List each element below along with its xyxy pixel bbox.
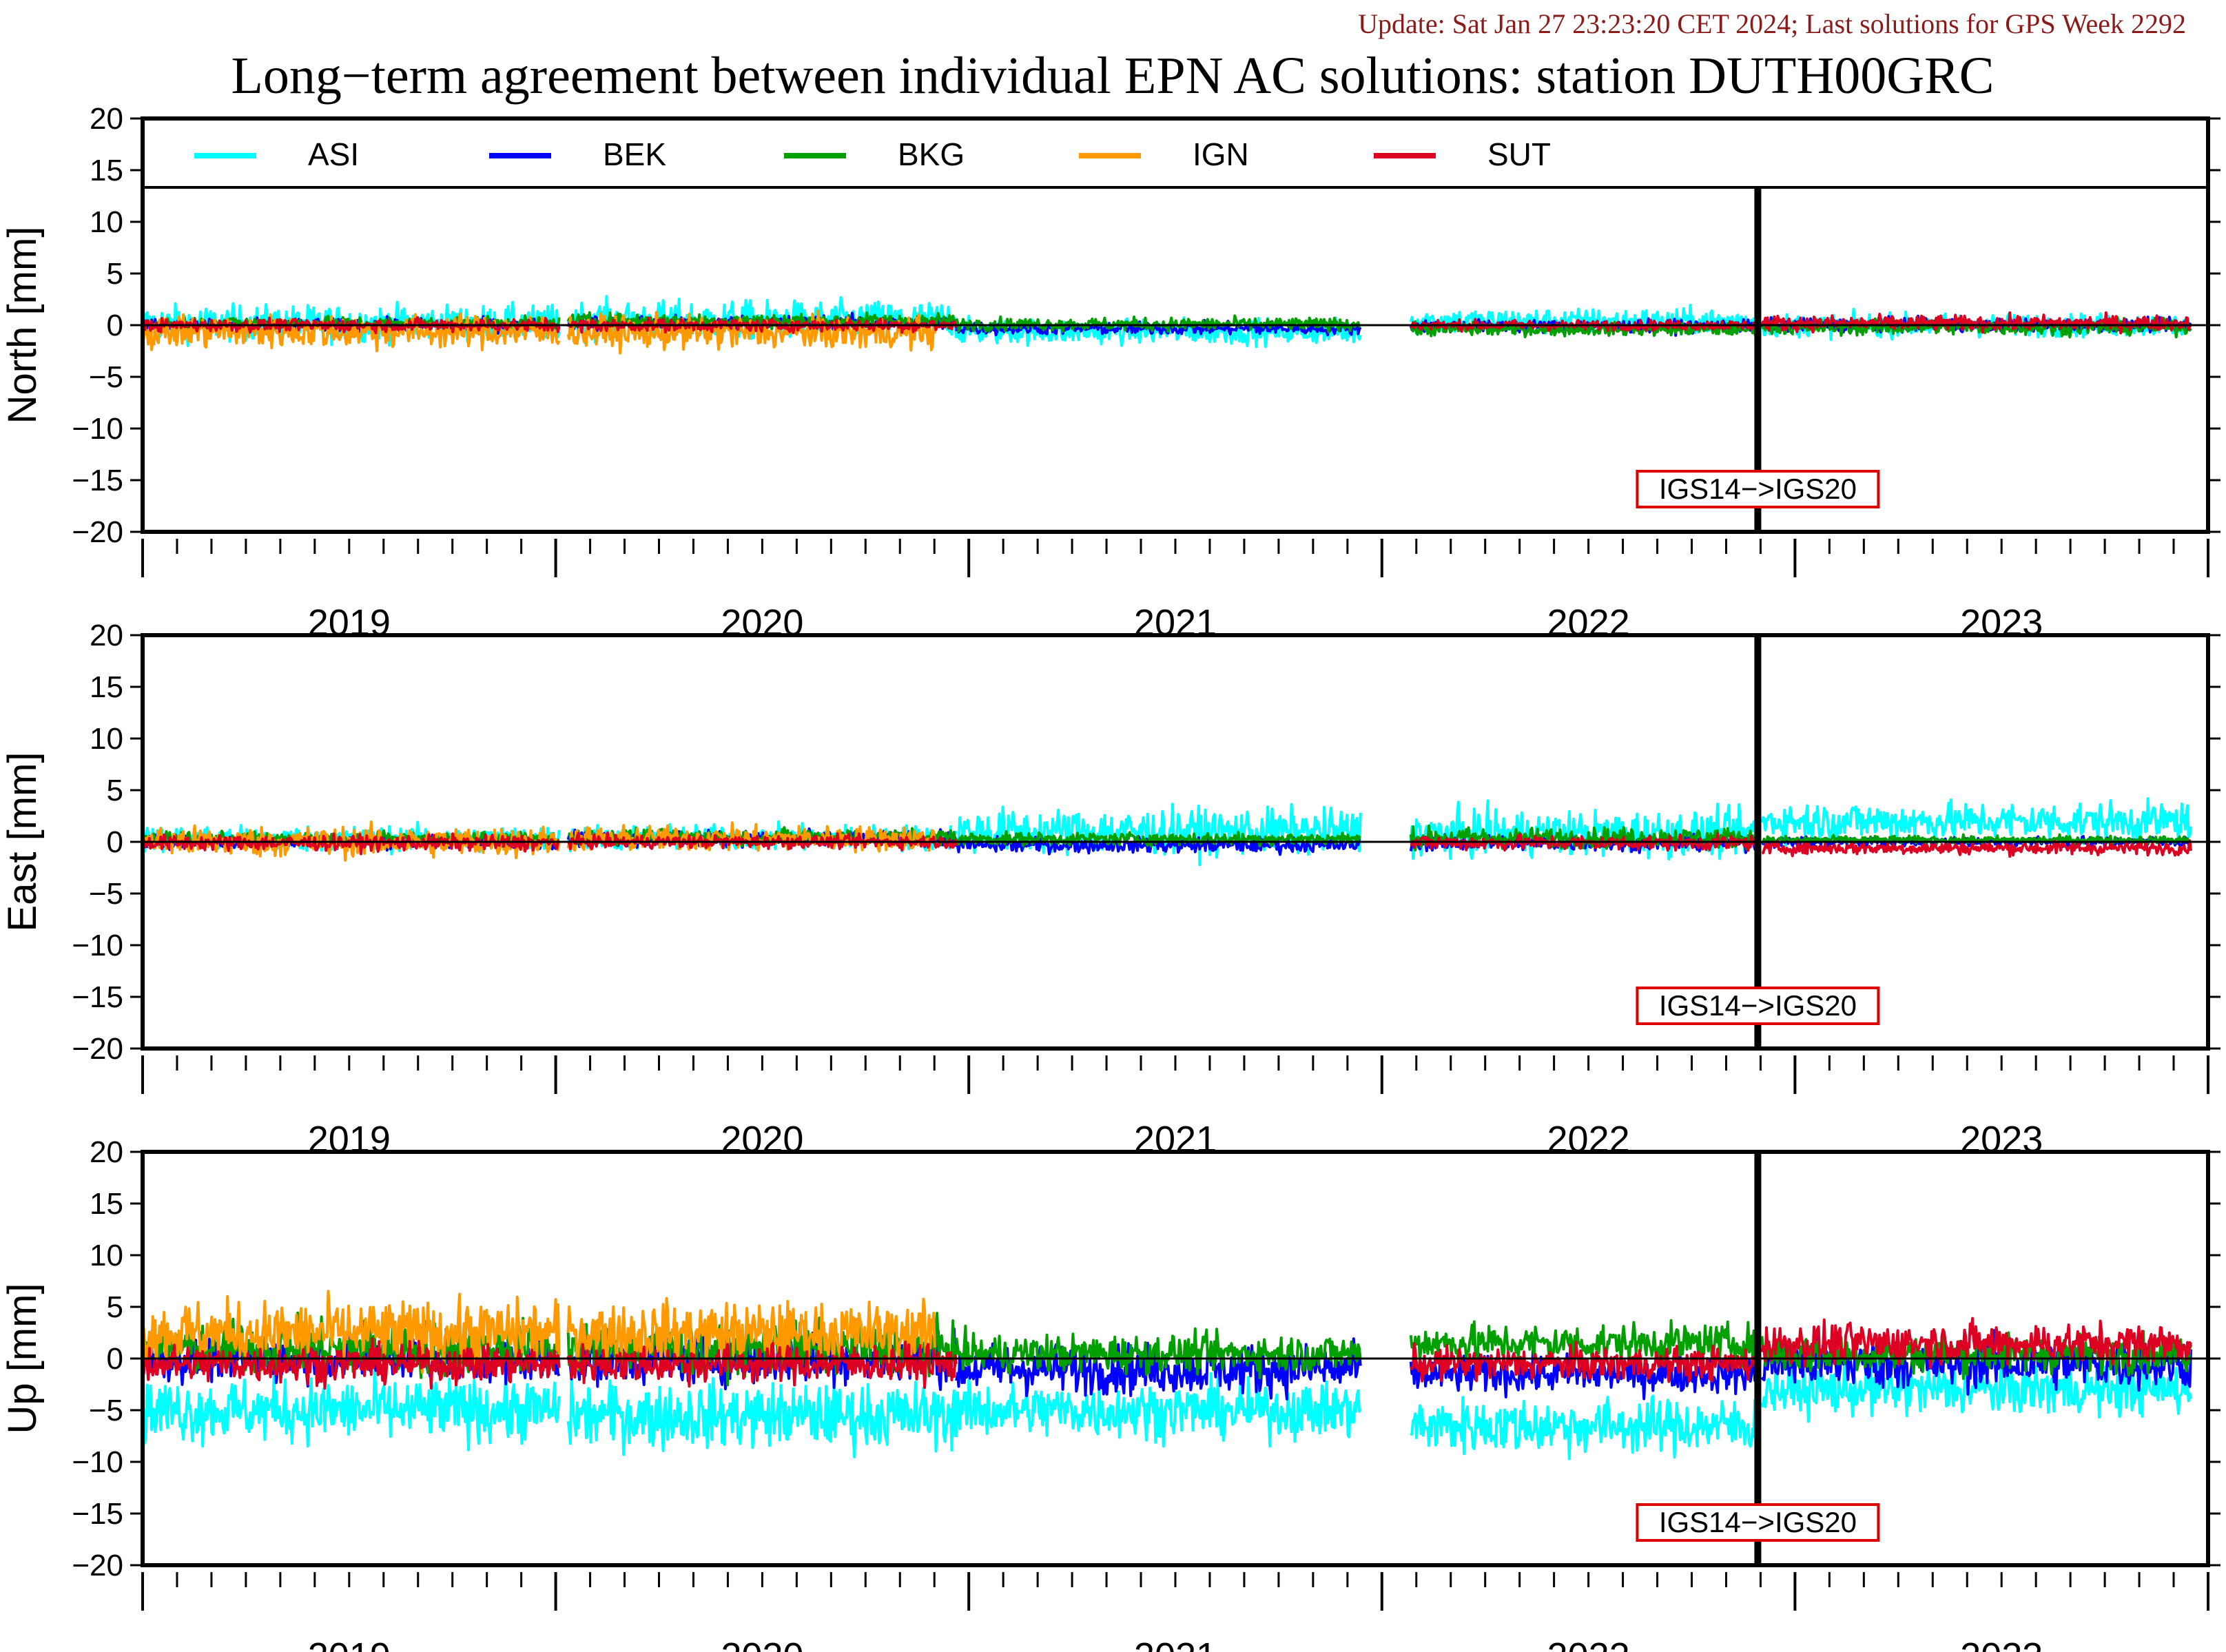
legend-box [141, 117, 2209, 189]
legend-label-bek: BEK [603, 136, 666, 172]
x-tick-label: 2021 [1134, 1635, 1217, 1652]
frame-change-label: IGS14−>IGS20 [1659, 473, 1857, 505]
frame-change-label: IGS14−>IGS20 [1659, 989, 1857, 1022]
y-tick-label: 10 [90, 722, 123, 756]
y-tick-label: 10 [90, 205, 123, 239]
y-tick-label: 20 [90, 1135, 123, 1169]
series-bkg-line [955, 1324, 1362, 1379]
panels: IGS14−>IGS20 ASI BEK BKG IGN SUT 20 15 10 5 0 −5 −10… [0, 102, 2220, 1652]
y-tick-label: −5 [89, 1394, 123, 1427]
y-tick-label: 15 [90, 154, 123, 187]
series-sut-line [1761, 839, 2192, 858]
update-text: Update: Sat Jan 27 23:23:20 CET 2024; La… [1358, 8, 2186, 39]
series-ign-line [143, 1290, 561, 1374]
x-tick-label: 2020 [721, 1635, 803, 1652]
y-tick-label: 0 [107, 825, 123, 859]
y-tick-label: 0 [107, 1342, 123, 1376]
y-tick-label: −20 [72, 1549, 123, 1582]
x-tick-label: 2023 [1960, 1635, 2043, 1652]
x-tick-label: 2022 [1547, 1635, 1630, 1652]
series-sut-line [1410, 1341, 1759, 1383]
y-tick-label: −10 [72, 412, 123, 446]
x-tick-label: 2019 [308, 1635, 391, 1652]
y-tick-label: −15 [72, 464, 123, 497]
y-tick-label: −15 [72, 1497, 123, 1531]
series-asi-line [143, 1367, 561, 1452]
y-tick-label: −5 [89, 877, 123, 911]
series-asi-line [1760, 797, 2192, 847]
y-tick-label: −15 [72, 980, 123, 1014]
legend-label-sut: SUT [1487, 136, 1551, 172]
series-group [143, 1290, 2192, 1460]
y-axis-label: Up [mm] [0, 1283, 45, 1434]
legend-label-bkg: BKG [898, 136, 965, 172]
y-tick-label: −20 [72, 515, 123, 549]
frame-change-label: IGS14−>IGS20 [1659, 1506, 1857, 1538]
series-sut-line [1760, 1317, 2192, 1370]
legend-label-asi: ASI [308, 136, 359, 172]
legend-label-ign: IGN [1193, 136, 1249, 172]
y-tick-label: 5 [107, 774, 123, 807]
series-sut-line [567, 831, 958, 851]
y-tick-label: 20 [90, 102, 123, 136]
series-group [143, 797, 2192, 867]
series-asi-line [566, 1376, 958, 1458]
y-tick-label: 5 [107, 1290, 123, 1324]
chart-title: Long−term agreement between individual E… [231, 47, 1995, 105]
frame-change-box [1636, 987, 1880, 1025]
panel-1: IGS14−>IGS20 20 15 10 5 0 −5 −10 −15 −20 East [mm]… [0, 619, 2220, 1160]
series-ign-line [566, 1297, 936, 1373]
series-bkg-line [1760, 833, 2192, 847]
y-tick-label: −10 [72, 929, 123, 962]
frame-change-box [1636, 470, 1880, 508]
series-bkg-line [1409, 1319, 1759, 1368]
y-tick-label: −5 [89, 360, 123, 394]
series-sut-line [143, 316, 561, 335]
y-tick-label: 5 [107, 257, 123, 291]
y-tick-label: 10 [90, 1239, 123, 1272]
series-asi-line [956, 803, 1362, 867]
y-axis-label: East [mm] [0, 752, 45, 931]
y-tick-label: −10 [72, 1445, 123, 1479]
series-asi-line [1410, 1394, 1759, 1460]
y-tick-label: −20 [72, 1032, 123, 1066]
y-axis-label: North [mm] [0, 227, 45, 424]
y-tick-label: 0 [107, 309, 123, 342]
y-tick-label: 15 [90, 1187, 123, 1221]
y-tick-label: 20 [90, 619, 123, 652]
series-sut-line [566, 1340, 958, 1390]
series-asi-line [955, 1372, 1362, 1448]
panel-2: IGS14−>IGS20 20 15 10 5 0 −5 −10 −15 −20 Up [mm] 20… [0, 1135, 2220, 1652]
frame-change-box [1636, 1503, 1880, 1542]
panel-0: IGS14−>IGS20 ASI BEK BKG IGN SUT 20 15 10 5 0 −5 −10… [0, 102, 2220, 643]
y-tick-label: 15 [90, 670, 123, 704]
